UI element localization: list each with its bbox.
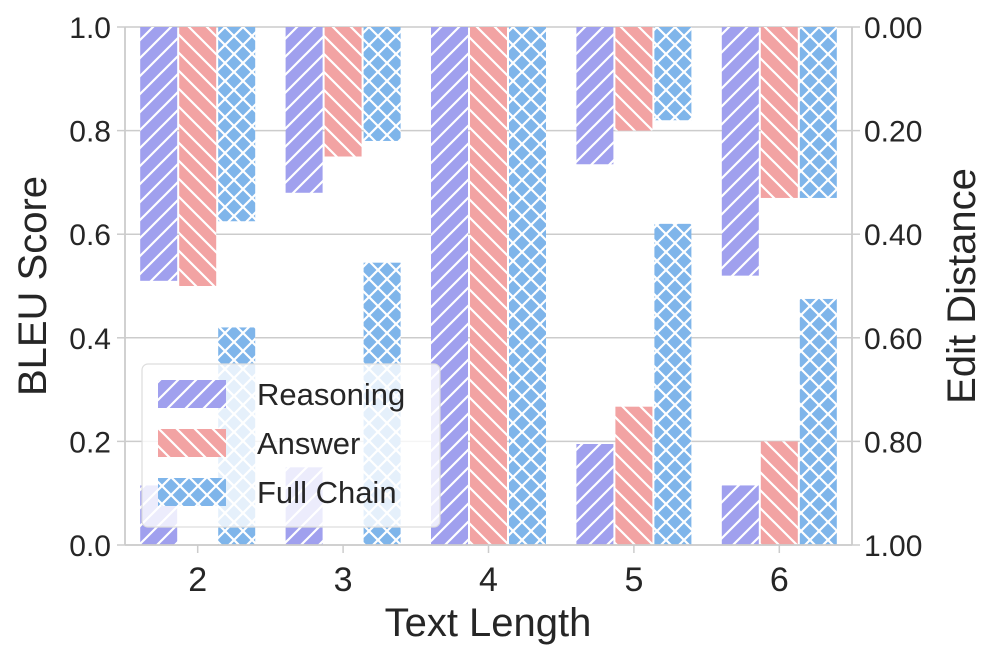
y-tick-label: 1.0 — [69, 12, 111, 45]
x-tick-label: 5 — [624, 561, 643, 599]
y-right-tick-label: 0.00 — [864, 12, 922, 45]
y-axis-title-left: BLEU Score — [11, 176, 55, 396]
bar-bleu — [721, 485, 759, 545]
bar-bleu — [576, 443, 614, 545]
y-right-tick-label: 1.00 — [864, 530, 922, 563]
legend-label: Reasoning — [257, 377, 405, 412]
bar-edit-distance — [285, 27, 323, 193]
y-tick-label: 0.2 — [69, 426, 111, 459]
bar-edit-distance — [654, 27, 692, 121]
y-right-tick-label: 0.20 — [864, 116, 922, 149]
bar-edit-distance — [140, 27, 178, 281]
bar-edit-distance — [218, 27, 256, 222]
x-tick-label: 3 — [334, 561, 353, 599]
x-tick-label: 6 — [770, 561, 789, 599]
x-axis-title: Text Length — [385, 601, 592, 645]
x-tick-label: 4 — [479, 561, 498, 599]
legend-swatch — [158, 429, 226, 457]
legend-label: Answer — [257, 426, 360, 461]
bar-edit-distance — [615, 27, 653, 131]
bar-bleu — [799, 298, 837, 545]
y-tick-label: 0.8 — [69, 116, 111, 149]
y-right-tick-label: 0.40 — [864, 219, 922, 252]
y-axis-title-right: Edit Distance — [940, 168, 984, 404]
bar-edit-distance — [363, 27, 401, 141]
y-right-tick-label: 0.60 — [864, 323, 922, 356]
y-right-tick-label: 0.80 — [864, 426, 922, 459]
bar-bleu — [615, 406, 653, 545]
y-tick-label: 0.4 — [69, 323, 111, 356]
legend: Reasoning Answer Full Chain — [141, 363, 441, 528]
y-tick-label: 0.6 — [69, 219, 111, 252]
legend-swatch — [158, 380, 226, 408]
x-tick-label: 2 — [188, 561, 207, 599]
y-tick-label: 0.0 — [69, 530, 111, 563]
bar-edit-distance — [179, 27, 217, 286]
bar-edit-distance — [324, 27, 362, 157]
bar-bleu — [509, 27, 546, 545]
legend-label: Full Chain — [257, 475, 397, 510]
bar-edit-distance — [799, 27, 837, 198]
bar-bleu — [470, 27, 507, 545]
bar-bleu — [654, 223, 692, 545]
bar-edit-distance — [760, 27, 798, 198]
bar-edit-distance — [721, 27, 759, 276]
bars — [140, 27, 837, 545]
axes: 0.0 0.2 0.4 0.6 0.8 1.0 0.00 0.20 0.40 0.60 0.80 1.… — [69, 12, 922, 599]
legend-swatch — [158, 478, 226, 506]
bar-bleu — [760, 441, 798, 545]
bar-edit-distance — [576, 27, 614, 165]
